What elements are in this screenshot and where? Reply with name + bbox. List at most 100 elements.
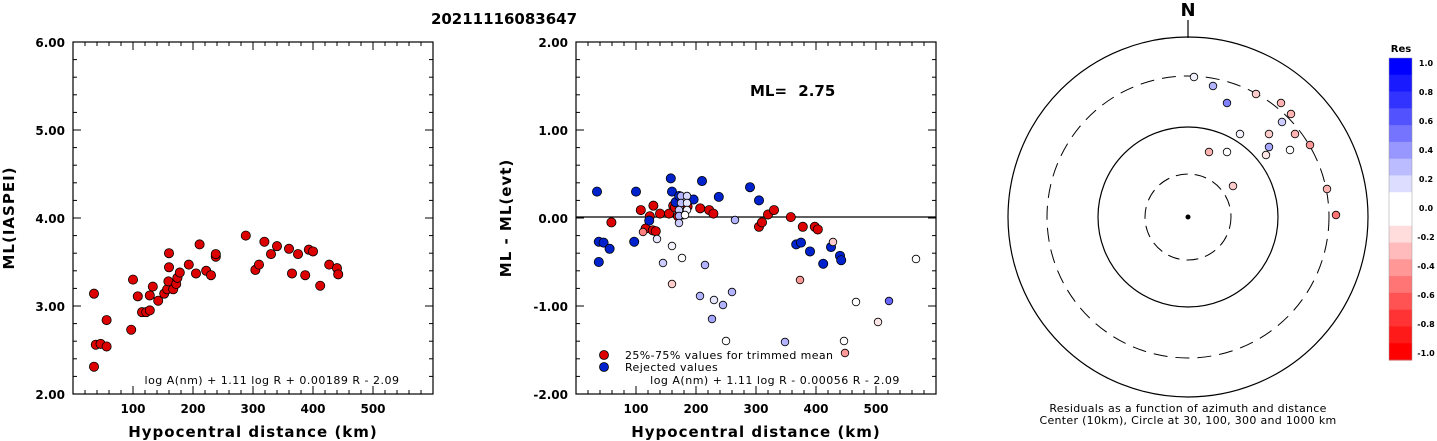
data-point <box>183 259 194 270</box>
x-tick-label: 200 <box>683 402 708 416</box>
data-point <box>769 205 780 216</box>
colorbar-tick-label: 0.6 <box>1419 117 1434 126</box>
data-point <box>265 249 276 260</box>
colorbar-cell <box>1389 158 1412 176</box>
data-point <box>101 315 112 326</box>
data-point <box>631 186 642 197</box>
y-tick-label: 1.00 <box>538 124 568 138</box>
ml-value: 2.75 <box>798 82 835 100</box>
data-point <box>836 255 847 266</box>
station-marker <box>695 291 705 301</box>
station-marker <box>1251 89 1261 99</box>
data-point <box>697 176 708 187</box>
y-axis-label: ML(IASPEI) <box>0 166 18 269</box>
x-tick-label: 400 <box>803 402 828 416</box>
y-tick-label: -1.00 <box>533 300 568 314</box>
station-marker <box>682 191 692 201</box>
station-marker <box>873 317 883 327</box>
data-point <box>163 262 174 273</box>
station-marker <box>1264 129 1274 139</box>
data-point <box>253 259 264 270</box>
data-point <box>818 258 829 269</box>
colorbar-cell <box>1389 74 1412 93</box>
colorbar-cell <box>1389 276 1412 294</box>
circle-100km <box>1097 126 1279 308</box>
data-point <box>713 191 724 202</box>
x-tick-label: 100 <box>120 402 145 416</box>
residual-colorbar: Res 1.0 0.8 0.6 0.4 0.2 0.0 -0.2 -0.4 -0.6 -0.8 -1… <box>1388 44 1435 361</box>
data-point <box>708 208 719 219</box>
station-marker <box>780 337 790 347</box>
colorbar-cell <box>1389 91 1412 109</box>
data-point <box>153 295 164 306</box>
station-marker <box>658 258 668 268</box>
station-marker <box>1286 109 1296 119</box>
station-marker <box>795 275 805 285</box>
colorbar-cell <box>1389 242 1412 260</box>
data-point <box>210 249 221 260</box>
station-marker <box>1264 142 1274 152</box>
y-tick-label: 2.00 <box>538 36 568 50</box>
station-marker <box>652 234 662 244</box>
data-point <box>812 224 823 235</box>
station-marker <box>718 300 728 310</box>
colorbar-cell <box>1389 209 1412 227</box>
station-marker <box>700 260 710 270</box>
data-point <box>644 215 655 226</box>
station-markers <box>638 72 1341 358</box>
figure-title: 20211116083647 <box>431 10 577 28</box>
tick-marks: 100 200 300 400 500 -2.00 -1.00 0.00 1.00 2.00 <box>533 36 936 416</box>
x-axis-label: Hypocentral distance (km) <box>631 423 881 441</box>
colorbar-cell <box>1389 125 1412 143</box>
station-marker <box>677 253 687 263</box>
data-point <box>307 246 318 257</box>
colorbar-tick-label: -1.0 <box>1417 349 1435 358</box>
data-point <box>283 243 294 254</box>
colorbar-tick-label: 0.8 <box>1419 88 1434 97</box>
data-markers <box>89 230 344 372</box>
y-tick-label: 0.00 <box>538 212 568 226</box>
colorbar-tick-label: -0.8 <box>1417 320 1435 329</box>
station-marker <box>911 254 921 264</box>
colorbar-cell <box>1389 192 1412 210</box>
x-tick-label: 500 <box>863 402 888 416</box>
station-marker <box>1228 181 1238 191</box>
y-tick-label: 6.00 <box>35 36 65 50</box>
colorbar-cell <box>1389 259 1412 277</box>
legend-marker-trimmed <box>599 350 609 360</box>
data-point <box>757 217 768 228</box>
data-point <box>604 243 615 254</box>
y-tick-label: 3.00 <box>35 300 65 314</box>
circle-300km <box>1046 75 1330 359</box>
data-point <box>126 324 137 335</box>
data-point <box>205 270 216 281</box>
y-tick-label: -2.00 <box>533 388 568 402</box>
colorbar-cell <box>1389 175 1412 193</box>
station-marker <box>709 295 719 305</box>
station-marker <box>638 227 648 237</box>
station-marker <box>1208 81 1218 91</box>
colorbar-cell <box>1389 326 1412 344</box>
data-point <box>174 267 185 278</box>
y-axis-label: ML - ML(evt) <box>497 159 515 277</box>
colorbar-tick-label: 0.4 <box>1419 146 1434 155</box>
data-point <box>101 341 112 352</box>
station-marker <box>674 218 684 228</box>
azimuth-residual-panel: N Residuals as a function of azimuth and… <box>638 0 1369 427</box>
colorbar-tick-label: 0.2 <box>1419 175 1433 184</box>
x-tick-label: 300 <box>743 402 768 416</box>
data-point <box>785 212 796 223</box>
outer-circle-1000km <box>1007 36 1369 398</box>
colorbar-tick-label: 1.0 <box>1419 59 1434 68</box>
circle-30km <box>1144 173 1232 261</box>
data-point <box>89 361 100 372</box>
legend-label-trimmed: 25%-75% values for trimmed mean <box>625 349 833 362</box>
station-marker <box>1331 210 1341 220</box>
epicenter-dot <box>1185 214 1191 220</box>
station-marker <box>1222 147 1232 157</box>
formula-label: log A(nm) + 1.11 log R + 0.00189 R - 2.0… <box>145 374 400 387</box>
colorbar-title: Res <box>1391 44 1411 55</box>
data-point <box>635 205 646 216</box>
data-point <box>695 203 706 214</box>
